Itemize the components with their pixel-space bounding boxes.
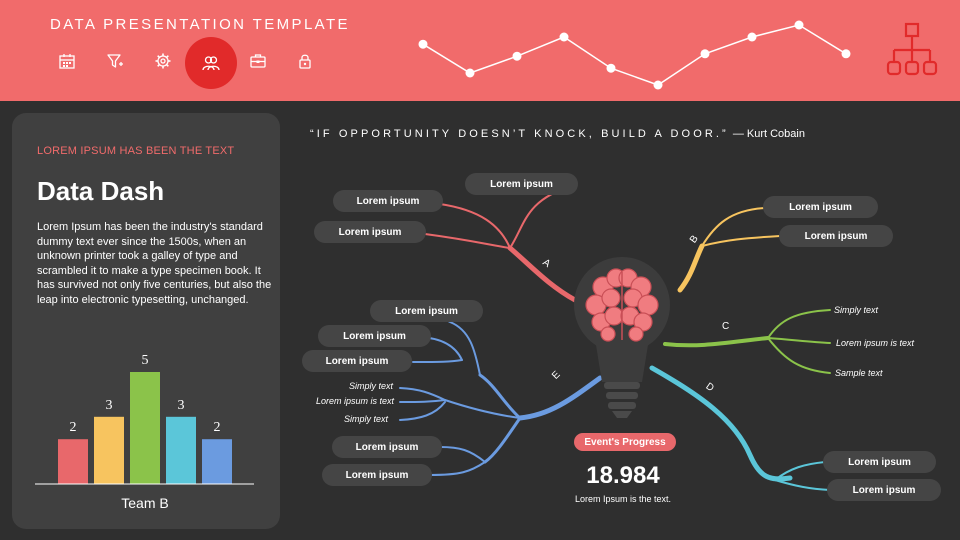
- trend-point: [841, 49, 851, 59]
- branch-c-item: Sample text: [835, 368, 883, 378]
- bar: [94, 416, 124, 484]
- branch-b-link-1: [701, 207, 766, 247]
- card-title: Data Dash: [37, 176, 165, 206]
- branch-e-item: Lorem ipsum: [302, 350, 412, 372]
- branch-e-link-3: [412, 359, 463, 363]
- team-icon[interactable]: [185, 37, 237, 89]
- trend-point: [653, 80, 663, 90]
- branch-c-label: C: [722, 321, 730, 332]
- header-bar: DATA PRESENTATION TEMPLATE: [0, 0, 960, 101]
- branch-a-link-1: [509, 185, 573, 249]
- bar: [166, 416, 196, 484]
- bar: [130, 372, 160, 484]
- branch-e-link-8: [429, 461, 486, 476]
- trend-point: [465, 68, 475, 78]
- org-chart-icon: [884, 20, 944, 80]
- quote-text: “IF OPPORTUNITY DOESN’T KNOCK, BUILD A D…: [310, 128, 729, 140]
- calendar-icon[interactable]: [51, 45, 83, 77]
- trend-point: [559, 32, 569, 42]
- trend-point: [606, 63, 616, 73]
- branch-b-item: Lorem ipsum: [763, 196, 878, 218]
- branch-d-trunk: [649, 365, 793, 482]
- branch-e-item: Lorem ipsum: [332, 436, 442, 458]
- branch-a-item: Lorem ipsum: [465, 173, 578, 195]
- quote: “IF OPPORTUNITY DOESN’T KNOCK, BUILD A D…: [310, 128, 805, 140]
- branch-d-item: Lorem ipsum: [823, 451, 936, 473]
- quote-author: — Kurt Cobain: [732, 128, 805, 140]
- card-kicker: LOREM IPSUM HAS BEEN THE TEXT: [37, 145, 235, 157]
- bar-value-label: 3: [106, 398, 113, 413]
- progress-value: 18.984: [586, 462, 660, 489]
- progress-badge: Event's Progress: [574, 433, 676, 451]
- branch-b-trunk: [677, 243, 705, 293]
- bar-value-label: 2: [70, 420, 77, 435]
- branch-e-link-4: [399, 387, 521, 419]
- branch-c-link-1: [767, 309, 831, 339]
- lightbulb-brain-icon: [574, 257, 670, 418]
- branch-d-link-1: [774, 461, 826, 481]
- lock-icon[interactable]: [289, 45, 321, 77]
- branch-c-item: Lorem ipsum is text: [836, 338, 915, 348]
- branch-a-item: Lorem ipsum: [314, 221, 426, 243]
- branch-c-link-3: [767, 337, 831, 374]
- branch-e-link-6: [399, 401, 446, 421]
- branch-a-item: Lorem ipsum: [333, 190, 443, 212]
- branch-e-item: Lorem ipsum is text: [316, 396, 395, 406]
- branch-d-link-2: [774, 479, 831, 491]
- branch-a-link-2: [439, 203, 511, 249]
- bar: [58, 439, 88, 484]
- trend-line: [422, 24, 847, 86]
- gear-icon[interactable]: [147, 45, 179, 77]
- bar-x-label: Team B: [121, 495, 168, 511]
- branch-b-link-2: [701, 235, 781, 247]
- trend-point: [512, 51, 522, 61]
- branch-b-item: Lorem ipsum: [779, 225, 893, 247]
- trend-point: [700, 49, 710, 59]
- branch-d-item: Lorem ipsum: [827, 479, 941, 501]
- branch-e-item: Simply text: [344, 414, 389, 424]
- branch-c-item: Simply text: [834, 305, 879, 315]
- branch-e-item: Lorem ipsum: [318, 325, 431, 347]
- branch-a-link-3: [424, 233, 511, 249]
- branch-e-item: Lorem ipsum: [322, 464, 432, 486]
- trend-line-chart: [418, 20, 851, 90]
- branch-e-lower-stem: [483, 416, 522, 464]
- team-b-bar-chart: 2 3 5 3 2 Team B: [35, 353, 254, 511]
- branch-a-trunk: [507, 245, 578, 303]
- branch-e-link-7: [439, 446, 486, 463]
- bar: [202, 439, 232, 484]
- branch-c-link-2: [767, 337, 831, 344]
- trend-point: [418, 39, 428, 49]
- bar-value-label: 5: [142, 353, 149, 368]
- progress-caption: Lorem Ipsum is the text.: [574, 494, 672, 504]
- branch-e-trunk: [517, 375, 603, 421]
- branch-e-upper-stem: [478, 373, 522, 420]
- branch-c-trunk: [663, 336, 770, 348]
- bar-value-label: 3: [178, 398, 185, 413]
- trend-point: [747, 32, 757, 42]
- trend-point: [794, 20, 804, 30]
- filter-icon[interactable]: [99, 45, 131, 77]
- bar-value-label: 2: [214, 420, 221, 435]
- briefcase-icon[interactable]: [242, 45, 274, 77]
- branch-e-item: Simply text: [349, 381, 394, 391]
- branch-e-link-5: [399, 399, 446, 403]
- page-title: DATA PRESENTATION TEMPLATE: [50, 16, 350, 33]
- card-body-text: Lorem Ipsum has been the industry's stan…: [37, 221, 272, 306]
- branch-e-item: Lorem ipsum: [370, 300, 483, 322]
